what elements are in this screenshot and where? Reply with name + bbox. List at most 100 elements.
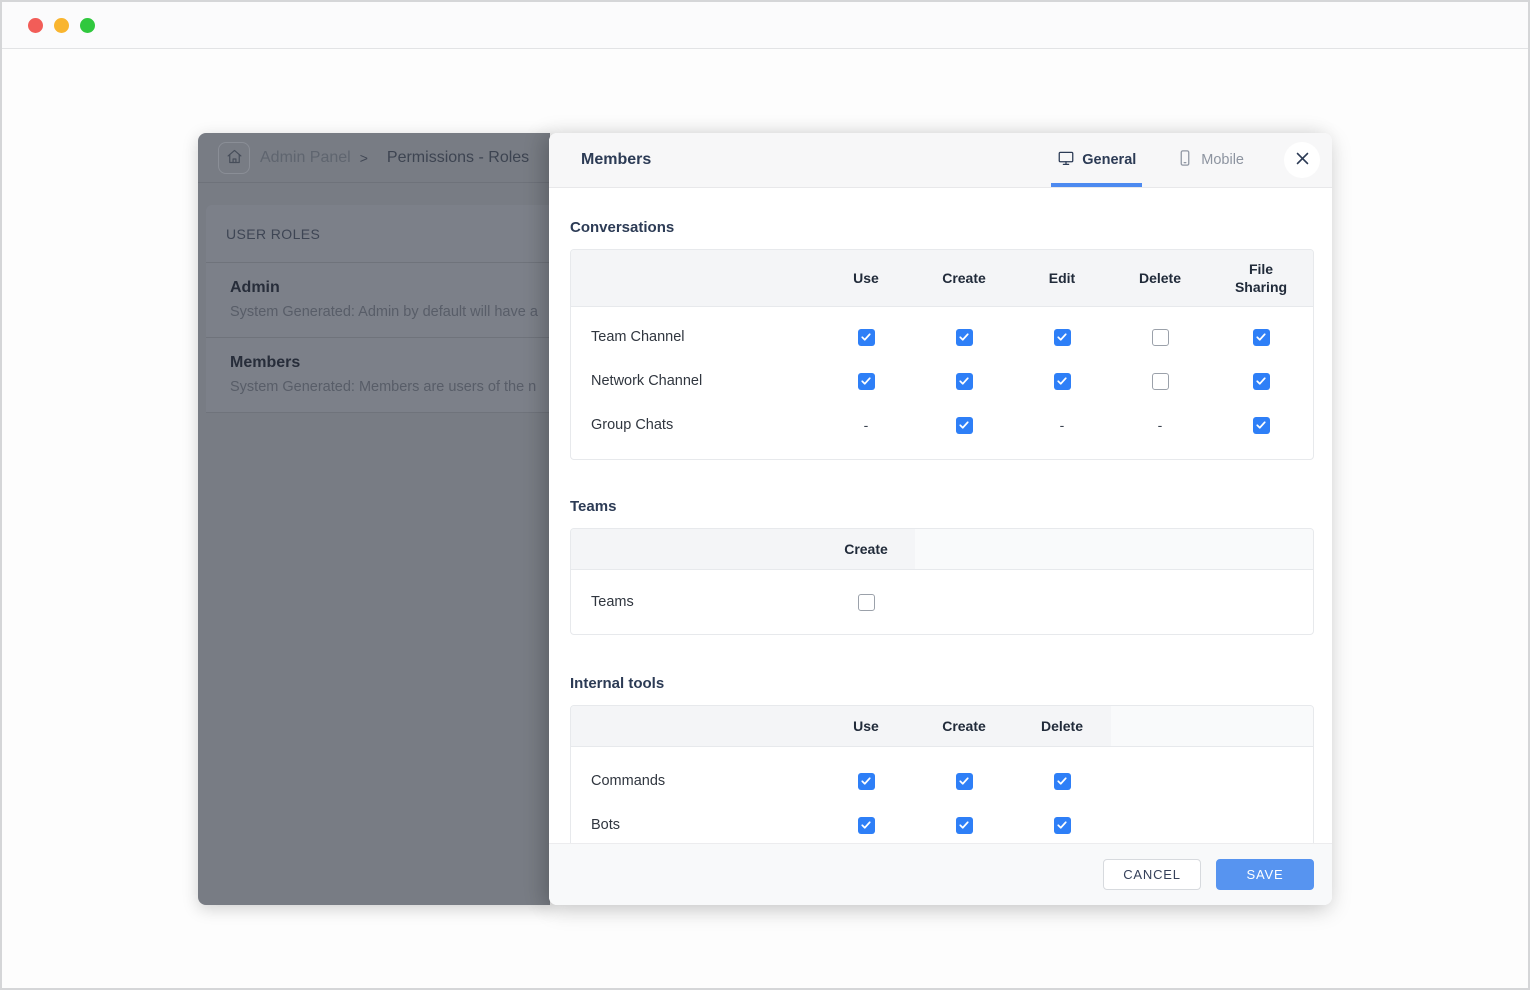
section-heading: Teams [570, 498, 617, 516]
row-label: Network Channel [591, 373, 703, 390]
column-header-use: Use [853, 270, 879, 287]
cell-team-channel-use [817, 328, 915, 346]
table-row-network-channel: Network Channel [571, 359, 1313, 403]
window-zoom-dot[interactable] [80, 17, 95, 33]
cell-group-chats-file-sharing [1209, 416, 1313, 434]
table-row-bots: Bots [571, 803, 1313, 843]
mobile-icon [1176, 149, 1194, 171]
column-header-use: Use [853, 718, 879, 735]
not-applicable-dash: - [1059, 417, 1065, 434]
row-label: Group Chats [591, 417, 674, 434]
home-button[interactable] [218, 141, 250, 174]
checkbox-bots-use[interactable] [857, 816, 875, 834]
table-header-row: Use Create Edit Delete File Sharing [571, 250, 1313, 308]
cancel-button[interactable]: CANCEL [1103, 859, 1201, 890]
section-conversations: Conversations Use Create Edit Delete File Sha… [570, 188, 1314, 461]
header-label-spacer [571, 706, 817, 746]
role-description: System Generated: Admin by default will … [230, 304, 538, 320]
checkbox-group-chats-file-sharing[interactable] [1252, 416, 1270, 434]
header-filler [915, 529, 1313, 570]
table-row-teams: Teams [571, 580, 1313, 624]
internal-tools-permissions-table: Use Create Delete Commands Bots [570, 705, 1314, 843]
permissions-body: Conversations Use Create Edit Delete File Sha… [549, 188, 1332, 843]
role-name: Admin [230, 279, 280, 296]
role-item-members[interactable]: Members System Generated: Members are us… [206, 338, 550, 413]
row-label: Bots [591, 817, 621, 834]
user-roles-heading: USER ROLES [206, 205, 550, 263]
cell-network-channel-delete [1111, 372, 1209, 390]
close-icon [1294, 150, 1311, 170]
checkbox-bots-delete[interactable] [1053, 816, 1071, 834]
close-button[interactable] [1284, 142, 1320, 178]
teams-permissions-table: Create Teams [570, 528, 1314, 636]
column-header-create: Create [942, 270, 986, 287]
breadcrumb: Admin Panel > Permissions - Roles [198, 133, 550, 183]
breadcrumb-root[interactable]: Admin Panel [260, 148, 351, 166]
checkbox-network-channel-use[interactable] [857, 372, 875, 390]
cell-commands-delete [1013, 772, 1111, 790]
cell-team-channel-delete [1111, 328, 1209, 346]
column-header-delete: Delete [1138, 270, 1182, 287]
checkbox-network-channel-edit[interactable] [1053, 372, 1071, 390]
cell-network-channel-file-sharing [1209, 372, 1313, 390]
home-icon [226, 148, 243, 168]
checkbox-commands-create[interactable] [955, 772, 973, 790]
cell-network-channel-edit [1013, 372, 1111, 390]
cell-group-chats-create [915, 416, 1013, 434]
dimmed-roles-page: Admin Panel > Permissions - Roles USER R… [198, 133, 550, 905]
section-internal-tools: Internal tools Use Create Delete Commands Bot… [570, 635, 1314, 843]
role-description: System Generated: Members are users of t… [230, 379, 537, 395]
checkbox-commands-delete[interactable] [1053, 772, 1071, 790]
checkbox-bots-create[interactable] [955, 816, 973, 834]
role-item-admin[interactable]: Admin System Generated: Admin by default… [206, 263, 550, 338]
row-label: Team Channel [591, 329, 685, 346]
tab-general-label: General [1082, 152, 1137, 168]
not-applicable-dash: - [863, 417, 869, 434]
browser-titlebar [2, 2, 1528, 49]
checkbox-team-channel-file-sharing[interactable] [1252, 328, 1270, 346]
breadcrumb-current: Permissions - Roles [386, 148, 530, 166]
cell-team-channel-file-sharing [1209, 328, 1313, 346]
table-header-row: Create [571, 529, 1313, 571]
checkbox-team-channel-create[interactable] [955, 328, 973, 346]
checkbox-network-channel-create[interactable] [955, 372, 973, 390]
checkbox-group-chats-create[interactable] [955, 416, 973, 434]
header-label-spacer [571, 250, 817, 306]
role-name: Members [230, 354, 301, 371]
column-header-create: Create [844, 541, 888, 558]
checkbox-commands-use[interactable] [857, 772, 875, 790]
section-teams: Teams Create Teams [570, 460, 1314, 636]
checkbox-network-channel-delete[interactable] [1151, 372, 1169, 390]
checkbox-team-channel-edit[interactable] [1053, 328, 1071, 346]
window-close-dot[interactable] [28, 17, 43, 33]
row-label: Commands [591, 773, 666, 790]
tab-bar: General Mobile [1051, 133, 1250, 187]
admin-panel-window: Admin Panel > Permissions - Roles USER R… [198, 133, 1332, 905]
cell-commands-create [915, 772, 1013, 790]
cell-group-chats-delete: - [1111, 417, 1209, 433]
window-minimize-dot[interactable] [54, 17, 69, 33]
conversations-permissions-table: Use Create Edit Delete File Sharing Team Chan… [570, 249, 1314, 461]
cell-teams-create [817, 593, 915, 611]
table-row-team-channel: Team Channel [571, 315, 1313, 359]
column-header-file-sharing: File Sharing [1234, 261, 1288, 296]
header-label-spacer [571, 529, 817, 569]
table-row-commands: Commands [571, 759, 1313, 803]
table-body: Teams [571, 570, 1313, 634]
cell-bots-delete [1013, 816, 1111, 834]
user-roles-card: USER ROLES Admin System Generated: Admin… [206, 205, 550, 413]
checkbox-teams-create[interactable] [857, 593, 875, 611]
tab-general[interactable]: General [1051, 133, 1143, 187]
tab-mobile-label: Mobile [1201, 152, 1244, 168]
checkbox-team-channel-delete[interactable] [1151, 328, 1169, 346]
row-label: Teams [591, 594, 634, 611]
checkbox-team-channel-use[interactable] [857, 328, 875, 346]
save-button[interactable]: SAVE [1216, 859, 1314, 890]
section-heading: Internal tools [570, 675, 665, 693]
cell-commands-use [817, 772, 915, 790]
column-header-delete: Delete [1040, 718, 1084, 735]
cell-team-channel-edit [1013, 328, 1111, 346]
tab-mobile[interactable]: Mobile [1170, 133, 1250, 187]
checkbox-network-channel-file-sharing[interactable] [1252, 372, 1270, 390]
modal-footer: CANCEL SAVE [549, 843, 1332, 905]
